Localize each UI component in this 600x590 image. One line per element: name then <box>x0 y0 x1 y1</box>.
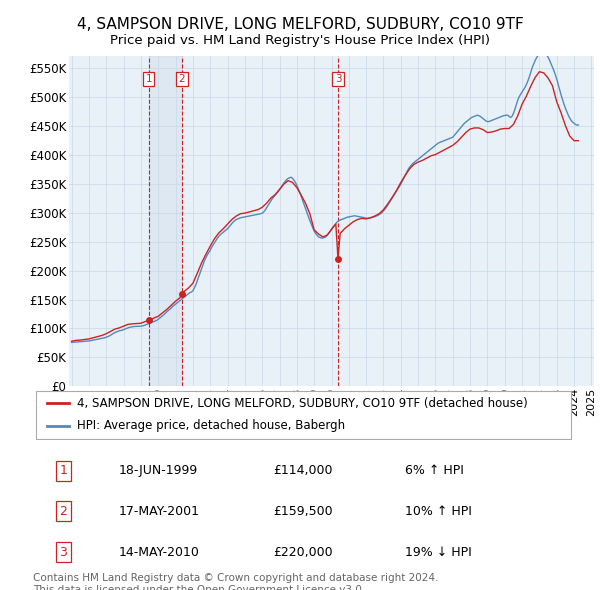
Text: £114,000: £114,000 <box>273 464 332 477</box>
Text: 1: 1 <box>59 464 67 477</box>
Text: 17-MAY-2001: 17-MAY-2001 <box>118 505 199 518</box>
Text: 4, SAMPSON DRIVE, LONG MELFORD, SUDBURY, CO10 9TF: 4, SAMPSON DRIVE, LONG MELFORD, SUDBURY,… <box>77 17 523 32</box>
Text: 3: 3 <box>335 74 341 84</box>
Text: £159,500: £159,500 <box>273 505 332 518</box>
Text: 2: 2 <box>59 505 67 518</box>
Text: 10% ↑ HPI: 10% ↑ HPI <box>406 505 472 518</box>
Text: Contains HM Land Registry data © Crown copyright and database right 2024.
This d: Contains HM Land Registry data © Crown c… <box>33 573 439 590</box>
Text: 19% ↓ HPI: 19% ↓ HPI <box>406 546 472 559</box>
FancyBboxPatch shape <box>35 391 571 438</box>
Text: 18-JUN-1999: 18-JUN-1999 <box>118 464 197 477</box>
Text: 2: 2 <box>179 74 185 84</box>
Text: Price paid vs. HM Land Registry's House Price Index (HPI): Price paid vs. HM Land Registry's House … <box>110 34 490 47</box>
Text: 4, SAMPSON DRIVE, LONG MELFORD, SUDBURY, CO10 9TF (detached house): 4, SAMPSON DRIVE, LONG MELFORD, SUDBURY,… <box>77 397 527 410</box>
Text: 14-MAY-2010: 14-MAY-2010 <box>118 546 199 559</box>
Text: 1: 1 <box>146 74 152 84</box>
Text: 6% ↑ HPI: 6% ↑ HPI <box>406 464 464 477</box>
Text: HPI: Average price, detached house, Babergh: HPI: Average price, detached house, Babe… <box>77 419 345 432</box>
Text: £220,000: £220,000 <box>273 546 332 559</box>
Bar <box>149 56 182 386</box>
Text: 3: 3 <box>59 546 67 559</box>
